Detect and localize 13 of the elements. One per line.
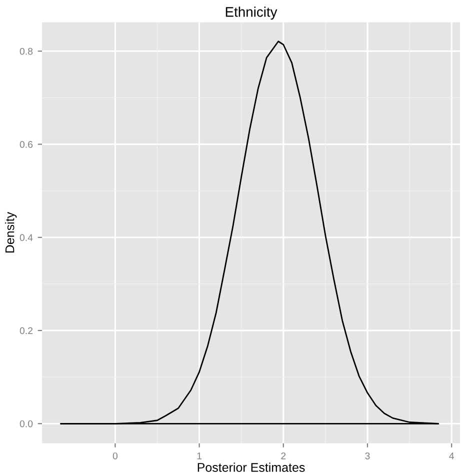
y-tick-label: 0.8: [20, 48, 33, 55]
x-tick-label: 2: [281, 452, 286, 460]
y-tick-label: 0.2: [20, 327, 33, 334]
x-tick-label: 4: [449, 452, 454, 460]
x-tick-label: 3: [365, 452, 370, 460]
x-tick-label: 1: [197, 452, 202, 460]
y-tick-label: 0.4: [20, 234, 33, 242]
y-tick-label: 0.0: [20, 420, 33, 428]
x-tick-label: 0: [112, 452, 118, 460]
chart-title: Ethnicity: [226, 6, 278, 20]
y-axis-title: Density: [5, 212, 17, 253]
x-axis-title: Posterior Estimates: [198, 462, 305, 472]
y-tick-label: 0.6: [20, 141, 33, 148]
